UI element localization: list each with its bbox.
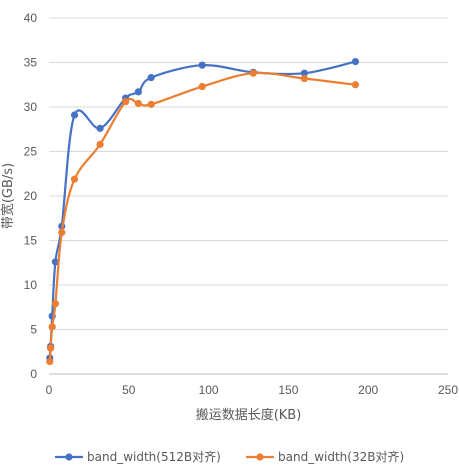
legend: band_width(512B对齐) band_width(32B对齐)	[55, 449, 404, 464]
data-point	[51, 300, 59, 308]
data-point	[134, 88, 142, 96]
data-point	[351, 58, 360, 66]
series-1	[46, 58, 360, 362]
series-2	[46, 69, 360, 366]
data-point	[198, 82, 206, 91]
gridlines	[49, 17, 448, 330]
data-point	[147, 74, 155, 82]
x-tick-label: 200	[358, 383, 378, 397]
y-tick-label: 30	[24, 100, 38, 114]
y-tick-label: 35	[24, 56, 38, 70]
data-point	[122, 98, 130, 106]
series	[46, 58, 360, 366]
data-point	[58, 228, 66, 237]
legend-marker	[65, 453, 73, 461]
legend-marker	[256, 453, 264, 461]
series-line	[48, 71, 356, 362]
y-tick-label: 20	[24, 189, 38, 203]
legend-entry-2: band_width(32B对齐)	[246, 449, 404, 464]
data-point	[96, 140, 104, 148]
data-point	[46, 357, 54, 366]
data-point	[300, 69, 308, 77]
data-point	[46, 344, 55, 352]
x-axis-title: 搬运数据长度(KB)	[196, 407, 302, 423]
y-tick-label: 25	[24, 145, 38, 159]
data-point	[70, 175, 79, 183]
series-line	[48, 60, 356, 359]
x-tick-label: 0	[46, 383, 53, 397]
data-point	[51, 258, 59, 266]
data-point	[300, 74, 308, 83]
data-point	[249, 69, 257, 77]
data-point	[134, 99, 142, 108]
data-point	[147, 100, 155, 108]
legend-label: band_width(32B对齐)	[278, 449, 404, 464]
data-point	[198, 61, 206, 69]
x-tick-label: 50	[122, 383, 136, 397]
y-tick-label: 10	[24, 278, 38, 292]
x-tick-label: 100	[199, 383, 219, 397]
y-tick-label: 0	[30, 367, 37, 381]
x-tick-label: 250	[438, 383, 458, 397]
data-point	[96, 124, 104, 132]
axes: 0 5 10 15 20 25 30 35 40 0 50 100 150 200 250	[24, 11, 459, 397]
y-tick-label: 5	[30, 323, 37, 337]
legend-label: band_width(512B对齐)	[87, 449, 221, 464]
data-point	[48, 323, 56, 331]
y-tick-label: 40	[24, 11, 38, 25]
x-tick-label: 150	[278, 383, 298, 397]
y-tick-label: 15	[24, 234, 38, 248]
legend-entry-1: band_width(512B对齐)	[55, 449, 221, 464]
y-axis-title: 带宽(GB/s)	[0, 163, 16, 229]
data-point	[70, 111, 79, 119]
data-point	[351, 81, 360, 89]
